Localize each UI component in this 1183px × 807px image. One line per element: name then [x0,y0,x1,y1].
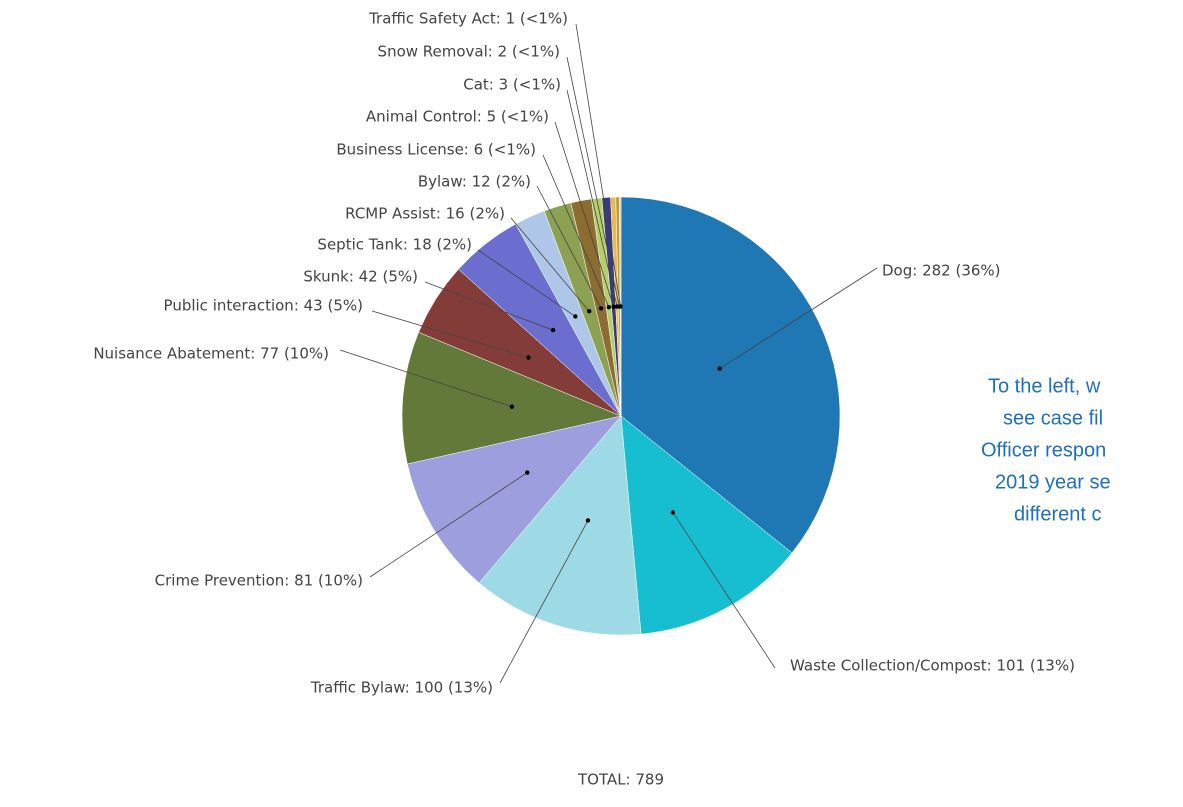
leader-dot [525,470,530,475]
leader-line [672,512,776,669]
leader-dot [717,366,722,371]
leader-line [369,472,528,578]
leader-dot [670,510,676,515]
leader-dot [573,314,578,319]
leader-line [477,249,576,317]
data-label: Cat: 3 (<1%) [463,76,561,94]
data-label: Bylaw: 12 (2%) [418,173,531,191]
data-label: Dog: 282 (36%) [882,262,1001,280]
leader-line [566,56,620,307]
leader-line [510,217,590,312]
side-text: Officer respon [981,439,1106,461]
data-label: Snow Removal: 2 (<1%) [378,43,560,61]
leader-line [371,310,529,358]
leader-dot [598,306,604,311]
leader-line [499,520,589,684]
side-text: see case fil [1003,407,1103,429]
data-label: RCMP Assist: 16 (2%) [345,205,505,223]
leader-line [554,121,614,307]
leader-line [566,89,618,307]
leader-line [339,349,513,408]
leader-line [536,185,602,309]
pie-slice [620,415,793,635]
side-text: To the left, w [988,375,1101,397]
side-text: different c [1014,503,1101,525]
data-label: Skunk: 42 (5%) [303,268,418,286]
data-label: Business License: 6 (<1%) [336,141,536,159]
leader-dot [618,304,623,309]
leader-line [424,281,554,331]
leader-line [575,23,621,307]
total-label: TOTAL: 789 [577,771,664,789]
data-label: Public interaction: 43 (5%) [164,297,363,315]
leader-dot [550,327,556,333]
leader-dot [606,304,612,310]
pie-slice [401,331,622,465]
leader-dot [526,355,531,360]
pie-slice [407,415,622,584]
data-label: Traffic Bylaw: 100 (13%) [310,679,493,697]
data-label: Nuisance Abatement: 77 (10%) [93,345,329,363]
leader-dot [587,309,592,314]
leader-dot [509,404,515,409]
side-text: 2019 year se [995,471,1111,493]
leader-dot [611,304,616,309]
leader-dot [585,518,591,523]
data-label: Traffic Safety Act: 1 (<1%) [368,10,568,28]
pie-slice [620,196,841,554]
leader-line [542,154,610,308]
pie-slice [478,415,642,636]
leader-line [719,267,878,369]
pie-slice [619,196,622,417]
data-label: Septic Tank: 18 (2%) [317,236,472,254]
data-label: Animal Control: 5 (<1%) [366,108,549,126]
data-label: Waste Collection/Compost: 101 (13%) [790,657,1075,675]
data-label: Crime Prevention: 81 (10%) [155,572,363,590]
